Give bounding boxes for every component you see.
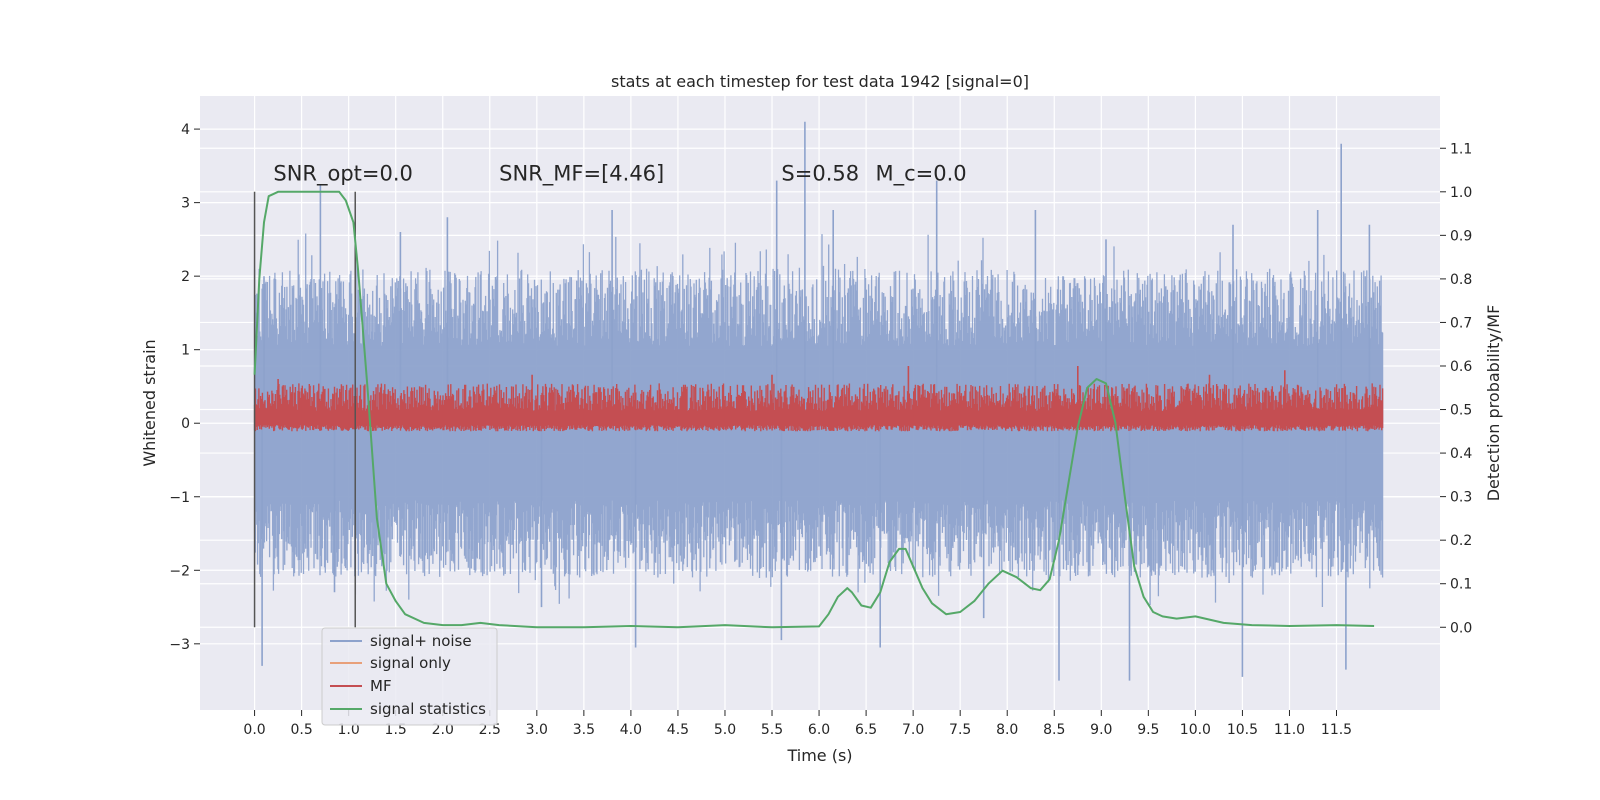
legend-label-signal-only: signal only [370,654,451,672]
y2-tick-label: 0.6 [1450,359,1472,375]
signal-statistics-series [253,190,1375,629]
y-tick-label: 3 [181,196,190,212]
x-axis-label: Time (s) [786,746,852,765]
x-tick-label: 4.0 [620,722,642,738]
x-tick-label: 7.0 [902,722,924,738]
y-axis-label: Whitened strain [140,339,159,466]
legend-label-mf: MF [370,677,392,695]
y2-ticks: 0.0 0.1 0.2 0.3 0.4 0.5 0.6 0.7 0.8 0.9 1.0 1.1 [1440,141,1472,636]
x-tick-label: 9.0 [1090,722,1112,738]
mf-series [253,366,1384,432]
x-tick-label: 2.0 [432,722,454,738]
x-tick-label: 9.5 [1137,722,1159,738]
x-tick-label: 4.5 [667,722,689,738]
x-tick-label: 5.0 [714,722,736,738]
annotation-snr-mf: SNR_MF=[4.46] [499,162,664,187]
y2-tick-label: 0.7 [1450,315,1472,331]
y2-tick-label: 0.9 [1450,228,1472,244]
x-tick-label: 3.5 [573,722,595,738]
annotations: SNR_opt=0.0 SNR_MF=[4.46] S=0.58 M_c=0.0 [273,162,966,187]
y-tick-label: 4 [181,122,190,138]
mf-peaks [277,366,1286,423]
signal-noise-peaks-max [263,121,1371,424]
y2-tick-label: 0.0 [1450,620,1472,636]
x-tick-label: 0.0 [243,722,265,738]
y-tick-label: −3 [169,637,190,653]
x-tick-label: 1.0 [338,722,360,738]
legend-box [321,627,498,726]
annotation-s: S=0.58 [781,162,859,186]
y-tick-label: −1 [169,490,190,506]
annotation-snr-opt: SNR_opt=0.0 [273,162,413,187]
y2-tick-label: 0.1 [1450,577,1472,593]
y2-tick-label: 1.1 [1450,141,1472,157]
x-tick-label: 3.0 [526,722,548,738]
legend-label-signal-noise: signal+ noise [370,632,472,650]
y-ticks: −3 −2 −1 0 1 2 3 4 [169,122,200,653]
y2-tick-label: 0.5 [1450,403,1472,419]
y-tick-label: 2 [181,269,190,285]
x-tick-label: 7.5 [949,722,971,738]
x-tick-label: 6.5 [855,722,877,738]
y2-tick-label: 1.0 [1450,185,1472,201]
chart-title: stats at each timestep for test data 194… [611,72,1029,91]
vertical-markers [253,191,356,628]
x-tick-label: 8.0 [996,722,1018,738]
x-tick-label: 10.5 [1227,722,1258,738]
x-tick-label: 8.5 [1043,722,1065,738]
x-tick-label: 1.5 [385,722,407,738]
y2-tick-label: 0.2 [1450,533,1472,549]
x-tick-label: 11.0 [1274,722,1305,738]
signal-noise-peaks-min [261,423,1347,681]
y-tick-label: −2 [169,563,190,579]
x-tick-label: 2.5 [479,722,501,738]
y-tick-label: 1 [181,343,190,359]
y-tick-label: 0 [181,416,190,432]
y2-tick-label: 0.4 [1450,446,1472,462]
signal-statistics-line [253,190,1375,629]
x-tick-label: 10.0 [1180,722,1211,738]
y2-axis-label: Detection probability/MF [1484,305,1503,502]
annotation-mc: M_c=0.0 [876,162,967,187]
legend: signal+ noise signal only MF signal stat… [321,627,498,726]
y2-tick-label: 0.8 [1450,272,1472,288]
x-tick-label: 6.0 [808,722,830,738]
x-ticks: 0.0 0.5 1.0 1.5 2.0 2.5 3.0 3.5 4.0 4.5 5.0 5.5 6.0 6… [243,710,1352,738]
legend-label-signal-statistics: signal statistics [370,700,486,718]
x-tick-label: 11.5 [1321,722,1352,738]
x-tick-label: 5.5 [761,722,783,738]
y2-tick-label: 0.3 [1450,490,1472,506]
x-tick-label: 0.5 [290,722,312,738]
